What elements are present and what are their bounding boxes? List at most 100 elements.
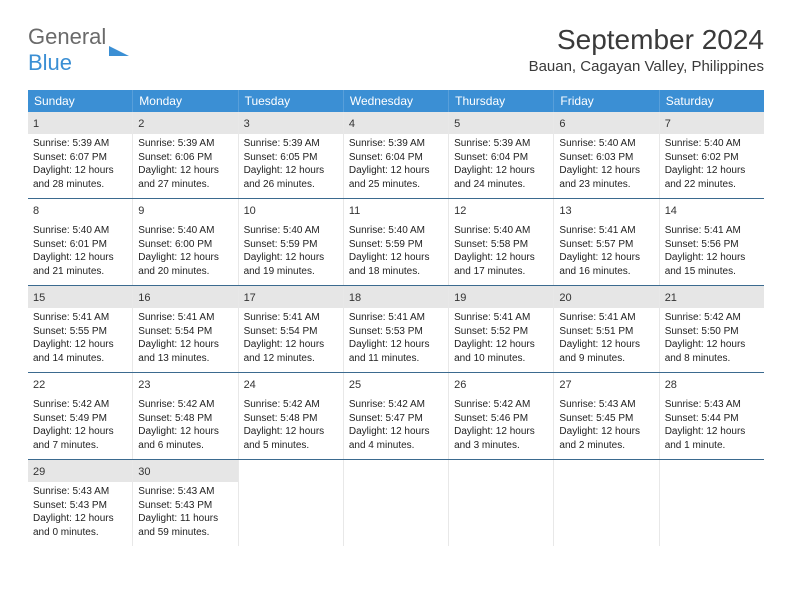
week-row: 8Sunrise: 5:40 AMSunset: 6:01 PMDaylight…: [28, 199, 764, 286]
day-cell: 11Sunrise: 5:40 AMSunset: 5:59 PMDayligh…: [344, 199, 449, 285]
daylight-text: Daylight: 12 hours and 4 minutes.: [349, 425, 443, 452]
logo-text: General Blue: [28, 24, 106, 76]
sunset-text: Sunset: 5:45 PM: [559, 412, 653, 426]
sunset-text: Sunset: 5:54 PM: [138, 325, 232, 339]
day-info: Sunrise: 5:40 AMSunset: 6:00 PMDaylight:…: [138, 224, 232, 278]
sunrise-text: Sunrise: 5:42 AM: [454, 398, 548, 412]
daylight-text: Daylight: 12 hours and 26 minutes.: [244, 164, 338, 191]
sunrise-text: Sunrise: 5:40 AM: [244, 224, 338, 238]
day-info: Sunrise: 5:40 AMSunset: 5:59 PMDaylight:…: [244, 224, 338, 278]
day-cell: 22Sunrise: 5:42 AMSunset: 5:49 PMDayligh…: [28, 373, 133, 459]
day-info: Sunrise: 5:43 AMSunset: 5:43 PMDaylight:…: [33, 485, 127, 539]
day-number: 13: [559, 205, 571, 217]
sunrise-text: Sunrise: 5:41 AM: [559, 311, 653, 325]
sunrise-text: Sunrise: 5:41 AM: [138, 311, 232, 325]
logo-part1: General: [28, 24, 106, 49]
day-number: 24: [244, 379, 256, 391]
daylight-text: Daylight: 12 hours and 11 minutes.: [349, 338, 443, 365]
day-info: Sunrise: 5:42 AMSunset: 5:47 PMDaylight:…: [349, 398, 443, 452]
calendar: SundayMondayTuesdayWednesdayThursdayFrid…: [28, 90, 764, 546]
day-cell: [660, 460, 764, 546]
sunset-text: Sunset: 5:50 PM: [665, 325, 759, 339]
day-number-row: 16: [133, 286, 237, 308]
day-number: 10: [244, 205, 256, 217]
day-number-row: 8: [28, 199, 132, 221]
sunrise-text: Sunrise: 5:42 AM: [138, 398, 232, 412]
weeks-container: 1 Sunrise: 5:39 AM Sunset: 6:07 PM Daylight…: [28, 112, 764, 546]
day-number: 30: [138, 466, 150, 478]
day-info: Sunrise: 5:41 AMSunset: 5:54 PMDaylight:…: [244, 311, 338, 365]
day-number-row: 19: [449, 286, 553, 308]
day-number: 8: [33, 205, 39, 217]
location: Bauan, Cagayan Valley, Philippines: [529, 58, 764, 75]
sunset-text: Sunset: 5:43 PM: [33, 499, 127, 513]
day-info: Sunrise: 5:43 AMSunset: 5:43 PMDaylight:…: [138, 485, 232, 539]
day-info: Sunrise: 5:42 AMSunset: 5:46 PMDaylight:…: [454, 398, 548, 452]
daylight-text: Daylight: 12 hours and 1 minute.: [665, 425, 759, 452]
day-number-row: 5: [449, 112, 553, 134]
sunrise-text: Sunrise: 5:40 AM: [559, 137, 653, 151]
day-info: Sunrise: 5:41 AMSunset: 5:56 PMDaylight:…: [665, 224, 759, 278]
day-cell: 12 Sunrise: 5:40 AMSunset: 5:58 PMDayligh…: [449, 199, 554, 285]
day-headers-row: SundayMondayTuesdayWednesdayThursdayFrid…: [28, 90, 764, 112]
sunset-text: Sunset: 5:55 PM: [33, 325, 127, 339]
day-header: Tuesday: [239, 90, 344, 112]
day-header: Monday: [133, 90, 238, 112]
day-number-row: 1: [28, 112, 132, 134]
daylight-text: Daylight: 12 hours and 5 minutes.: [244, 425, 338, 452]
day-number-row: 9: [133, 199, 237, 221]
sunrise-text: Sunrise: 5:42 AM: [349, 398, 443, 412]
day-info: Sunrise: 5:42 AMSunset: 5:48 PMDaylight:…: [138, 398, 232, 452]
day-header: Wednesday: [344, 90, 449, 112]
day-cell: 29Sunrise: 5:43 AMSunset: 5:43 PMDayligh…: [28, 460, 133, 546]
daylight-text: Daylight: 12 hours and 3 minutes.: [454, 425, 548, 452]
sunset-text: Sunset: 6:02 PM: [665, 151, 759, 165]
sunset-text: Sunset: 6:00 PM: [138, 238, 232, 252]
day-cell: 27Sunrise: 5:43 AMSunset: 5:45 PMDayligh…: [554, 373, 659, 459]
sunset-text: Sunset: 5:56 PM: [665, 238, 759, 252]
day-cell: 30 Sunrise: 5:43 AMSunset: 5:43 PMDayligh…: [133, 460, 238, 546]
sunrise-text: Sunrise: 5:41 AM: [454, 311, 548, 325]
sunset-text: Sunset: 5:47 PM: [349, 412, 443, 426]
day-number-row: 4: [344, 112, 448, 134]
day-info: Sunrise: 5:43 AMSunset: 5:44 PMDaylight:…: [665, 398, 759, 452]
sunrise-text: Sunrise: 5:39 AM: [454, 137, 548, 151]
sunrise-text: Sunrise: 5:41 AM: [559, 224, 653, 238]
day-cell: 26Sunrise: 5:42 AMSunset: 5:46 PMDayligh…: [449, 373, 554, 459]
day-number: 2: [138, 118, 144, 130]
day-header: Saturday: [660, 90, 764, 112]
daylight-text: Daylight: 12 hours and 16 minutes.: [559, 251, 653, 278]
day-number-row: 18: [344, 286, 448, 308]
day-info: Sunrise: 5:39 AMSunset: 6:05 PMDaylight:…: [244, 137, 338, 191]
week-row: 15Sunrise: 5:41 AMSunset: 5:55 PMDayligh…: [28, 286, 764, 373]
day-number: 22: [33, 379, 45, 391]
day-number-row: 3: [239, 112, 343, 134]
sunrise-text: Sunrise: 5:40 AM: [454, 224, 548, 238]
day-cell: 5Sunrise: 5:39 AMSunset: 6:04 PMDaylight…: [449, 112, 554, 198]
day-cell: 24Sunrise: 5:42 AMSunset: 5:48 PMDayligh…: [239, 373, 344, 459]
day-info: Sunrise: 5:40 AMSunset: 5:59 PMDaylight:…: [349, 224, 443, 278]
day-number: 9: [138, 205, 144, 217]
sunset-text: Sunset: 5:49 PM: [33, 412, 127, 426]
day-number-row: 2: [133, 112, 237, 134]
sunrise-text: Sunrise: 5:39 AM: [349, 137, 443, 151]
day-cell: 25Sunrise: 5:42 AMSunset: 5:47 PMDayligh…: [344, 373, 449, 459]
day-cell: 6Sunrise: 5:40 AMSunset: 6:03 PMDaylight…: [554, 112, 659, 198]
sunset-text: Sunset: 5:48 PM: [138, 412, 232, 426]
day-number-row: 17: [239, 286, 343, 308]
sunrise-text: Sunrise: 5:43 AM: [665, 398, 759, 412]
daylight-text: Daylight: 12 hours and 25 minutes.: [349, 164, 443, 191]
day-number: 18: [349, 292, 361, 304]
day-number-row: 12: [449, 199, 553, 221]
sunset-text: Sunset: 6:07 PM: [33, 151, 127, 165]
day-info: Sunrise: 5:40 AMSunset: 5:58 PMDaylight:…: [454, 224, 548, 278]
daylight-text: Daylight: 12 hours and 15 minutes.: [665, 251, 759, 278]
sunrise-text: Sunrise: 5:43 AM: [33, 485, 127, 499]
day-cell: 16 Sunrise: 5:41 AMSunset: 5:54 PMDayligh…: [133, 286, 238, 372]
day-number-row: 14: [660, 199, 764, 221]
daylight-text: Daylight: 12 hours and 12 minutes.: [244, 338, 338, 365]
day-info: Sunrise: 5:41 AMSunset: 5:52 PMDaylight:…: [454, 311, 548, 365]
daylight-text: Daylight: 12 hours and 13 minutes.: [138, 338, 232, 365]
sunset-text: Sunset: 6:05 PM: [244, 151, 338, 165]
sunset-text: Sunset: 5:44 PM: [665, 412, 759, 426]
